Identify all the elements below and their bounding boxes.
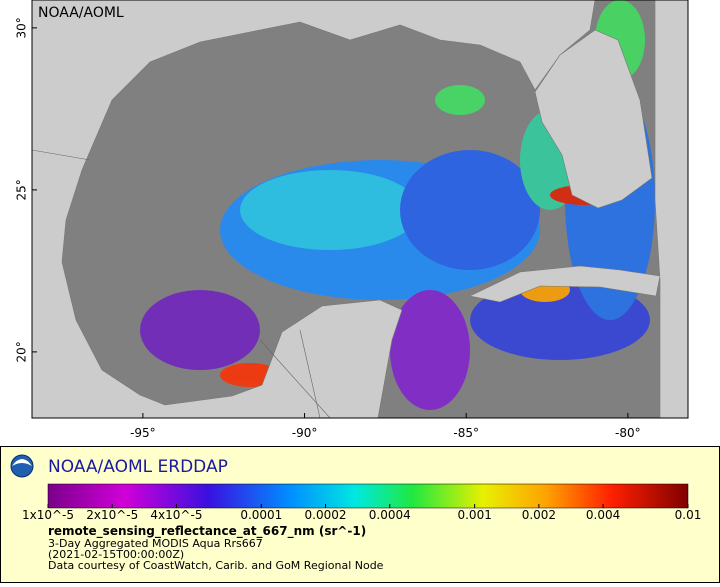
lat-tick-label: 20° (15, 341, 29, 362)
border (32, 149, 331, 418)
lon-tick-label: -90° (292, 426, 318, 440)
colorbar-tick-label: 0.0002 (305, 508, 347, 522)
colorbar-ticks: 1x10^-5 2x10^-5 4x10^-5 0.0001 0.0002 0.0004 0… (22, 504, 701, 522)
colorbar-tick-label: 2x10^-5 (86, 508, 138, 522)
variable-name: remote_sensing_reflectance_at_667_nm (sr… (48, 524, 366, 539)
corner-label: NOAA/AOML (38, 5, 124, 21)
axes: 30° 25° 20° -95° -90° -85° -80° (15, 17, 641, 440)
lon-tick-label: -80° (615, 426, 641, 440)
colorbar-tick-label: 0.0004 (369, 508, 411, 522)
colorbar-tick-label: 1x10^-5 (22, 508, 74, 522)
colorbar-tick-label: 0.002 (522, 508, 556, 522)
map-frame (31, 0, 689, 419)
map (32, 0, 688, 418)
description: 3-Day Aggregated MODIS Aqua Rrs667 (48, 537, 263, 550)
colorbar-tick-label: 0.004 (586, 508, 620, 522)
colorbar-tick-label: 0.001 (457, 508, 491, 522)
legend-title: NOAA/AOML ERDDAP (48, 457, 228, 477)
colorbar-tick-label: 4x10^-5 (150, 508, 202, 522)
colorbar-tick-label: 0.0001 (240, 508, 282, 522)
lat-tick-label: 30° (15, 17, 29, 38)
land (32, 0, 688, 418)
colorbar (47, 483, 689, 509)
credit: Data courtesy of CoastWatch, Carib. and … (48, 559, 384, 572)
colorbar-tick-label: 0.01 (675, 508, 702, 522)
date: (2021-02-15T00:00:00Z) (48, 548, 184, 561)
lon-tick-label: -85° (453, 426, 479, 440)
legend-panel (0, 446, 720, 583)
noaa-logo (10, 454, 34, 478)
lon-tick-label: -95° (130, 426, 156, 440)
lat-tick-label: 25° (15, 179, 29, 200)
